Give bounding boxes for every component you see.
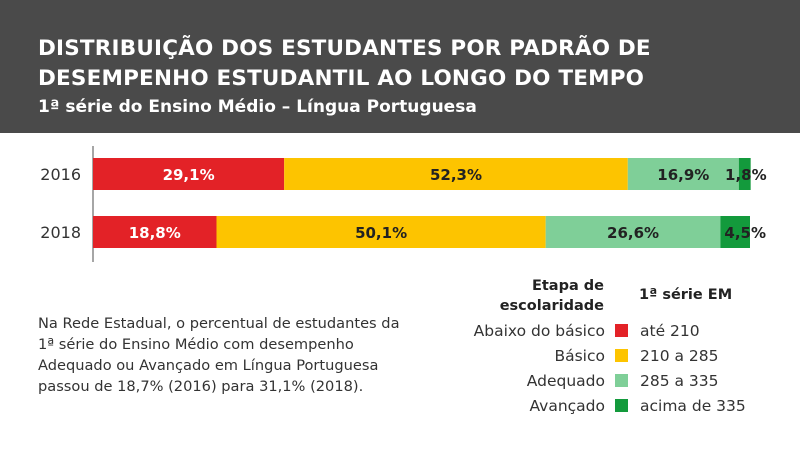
bar-segment-2016-1 — [284, 158, 628, 190]
legend-range: até 210 — [640, 322, 700, 340]
chart-title: DISTRIBUIÇÃO DOS ESTUDANTES POR PADRÃO D… — [38, 36, 651, 91]
data-label-2016-0: 29,1% — [163, 166, 215, 184]
bar-segment-2018-3 — [720, 216, 750, 248]
legend-label: Avançado — [529, 397, 605, 415]
legend-label: Abaixo do básico — [473, 322, 605, 340]
legend-item-abaixo-do-basico: Abaixo do básico até 210 — [430, 321, 790, 341]
data-label-2018-3: 4,5% — [724, 224, 766, 242]
description-text: Na Rede Estadual, o percentual de estuda… — [38, 315, 400, 395]
data-label-2018-2: 26,6% — [607, 224, 659, 242]
header-banner: DISTRIBUIÇÃO DOS ESTUDANTES POR PADRÃO D… — [0, 0, 800, 133]
legend-swatch — [615, 324, 628, 337]
data-label-2016-2: 16,9% — [657, 166, 709, 184]
legend-range: 285 a 335 — [640, 372, 719, 390]
bar-segment-2018-2 — [545, 216, 721, 248]
legend-header-stage: Etapa de escolaridade — [499, 278, 604, 314]
legend-range: acima de 335 — [640, 397, 746, 415]
data-label-2018-1: 50,1% — [355, 224, 407, 242]
chart-subtitle: 1ª série do Ensino Médio – Língua Portug… — [38, 97, 477, 117]
legend-header-grade: 1ª série EM — [639, 287, 733, 303]
bar-segment-2018-0 — [93, 216, 217, 248]
legend-range: 210 a 285 — [640, 347, 719, 365]
legend-swatch — [615, 349, 628, 362]
bar-segment-2016-0 — [93, 158, 285, 190]
stacked-bar-chart: 2016 29,1% 52,3% 16,9% 1,8% 2018 18,8% 50,1% 26,… — [40, 146, 767, 262]
legend-item-basico: Básico 210 a 285 — [430, 346, 790, 366]
legend-item-avancado: Avançado acima de 335 — [430, 396, 790, 416]
data-label-2018-0: 18,8% — [129, 224, 181, 242]
bar-segment-2016-3 — [738, 158, 751, 190]
category-label-2018: 2018 — [40, 223, 81, 242]
legend-swatch — [615, 374, 628, 387]
legend: Etapa de escolaridade 1ª série EM Abaixo… — [430, 276, 790, 446]
legend-label: Adequado — [526, 372, 605, 390]
bar-segment-2018-1 — [216, 216, 546, 248]
legend-item-adequado: Adequado 285 a 335 — [430, 371, 790, 391]
category-label-2016: 2016 — [40, 165, 81, 184]
legend-swatch — [615, 399, 628, 412]
data-label-2016-3: 1,8% — [725, 166, 767, 184]
bar-segment-2016-2 — [627, 158, 739, 190]
legend-label: Básico — [554, 347, 605, 365]
data-label-2016-1: 52,3% — [430, 166, 482, 184]
